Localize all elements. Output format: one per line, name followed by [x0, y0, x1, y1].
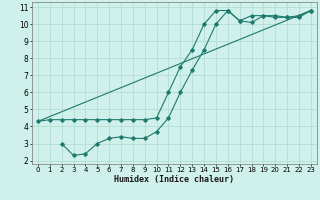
- X-axis label: Humidex (Indice chaleur): Humidex (Indice chaleur): [115, 175, 234, 184]
